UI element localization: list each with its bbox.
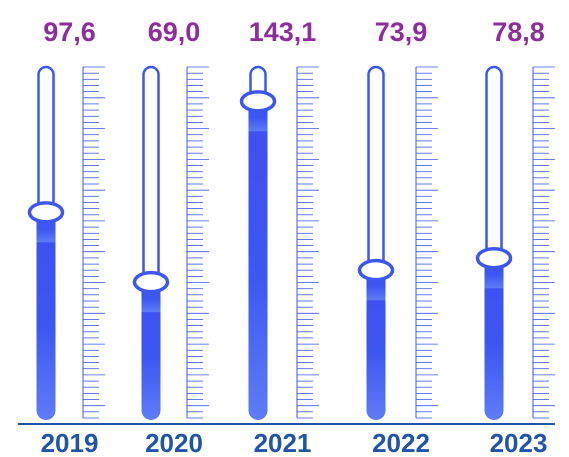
category-labels: 2019 2020 2021 2022 2023 — [41, 428, 548, 457]
bar-2022 — [357, 65, 395, 420]
scale-2021 — [296, 66, 319, 419]
bar-fill — [248, 101, 268, 420]
bar-fill — [141, 282, 161, 420]
bar-knob — [27, 201, 65, 224]
bar-fill — [36, 212, 56, 420]
scale-ticks — [82, 66, 555, 419]
value-label-2020: 69,0 — [148, 17, 201, 47]
bar-knob — [239, 90, 277, 113]
value-labels: 97,6 69,0 143,1 73,9 78,8 — [43, 17, 545, 47]
value-label-2019: 97,6 — [43, 17, 96, 47]
category-label-2021: 2021 — [254, 428, 312, 457]
bar-2019 — [27, 65, 65, 420]
bar-knob — [357, 258, 395, 282]
bar-fill — [484, 258, 504, 420]
scale-2020 — [186, 66, 209, 419]
bar-knob — [132, 270, 170, 294]
scale-2023 — [532, 66, 555, 419]
category-label-2023: 2023 — [490, 428, 548, 457]
category-label-2020: 2020 — [145, 428, 203, 457]
bar-knob — [475, 246, 513, 270]
bar-fill — [366, 270, 386, 420]
category-label-2019: 2019 — [41, 428, 99, 457]
bar-2020 — [132, 65, 170, 420]
bar-2021 — [239, 65, 277, 420]
value-label-2023: 78,8 — [492, 17, 545, 47]
scale-2019 — [82, 66, 105, 419]
value-label-2022: 73,9 — [375, 17, 428, 47]
bar-tubes — [27, 65, 513, 420]
bar-2023 — [475, 65, 513, 420]
scale-2022 — [415, 66, 438, 419]
category-label-2022: 2022 — [372, 428, 430, 457]
value-label-2021: 143,1 — [249, 17, 317, 47]
